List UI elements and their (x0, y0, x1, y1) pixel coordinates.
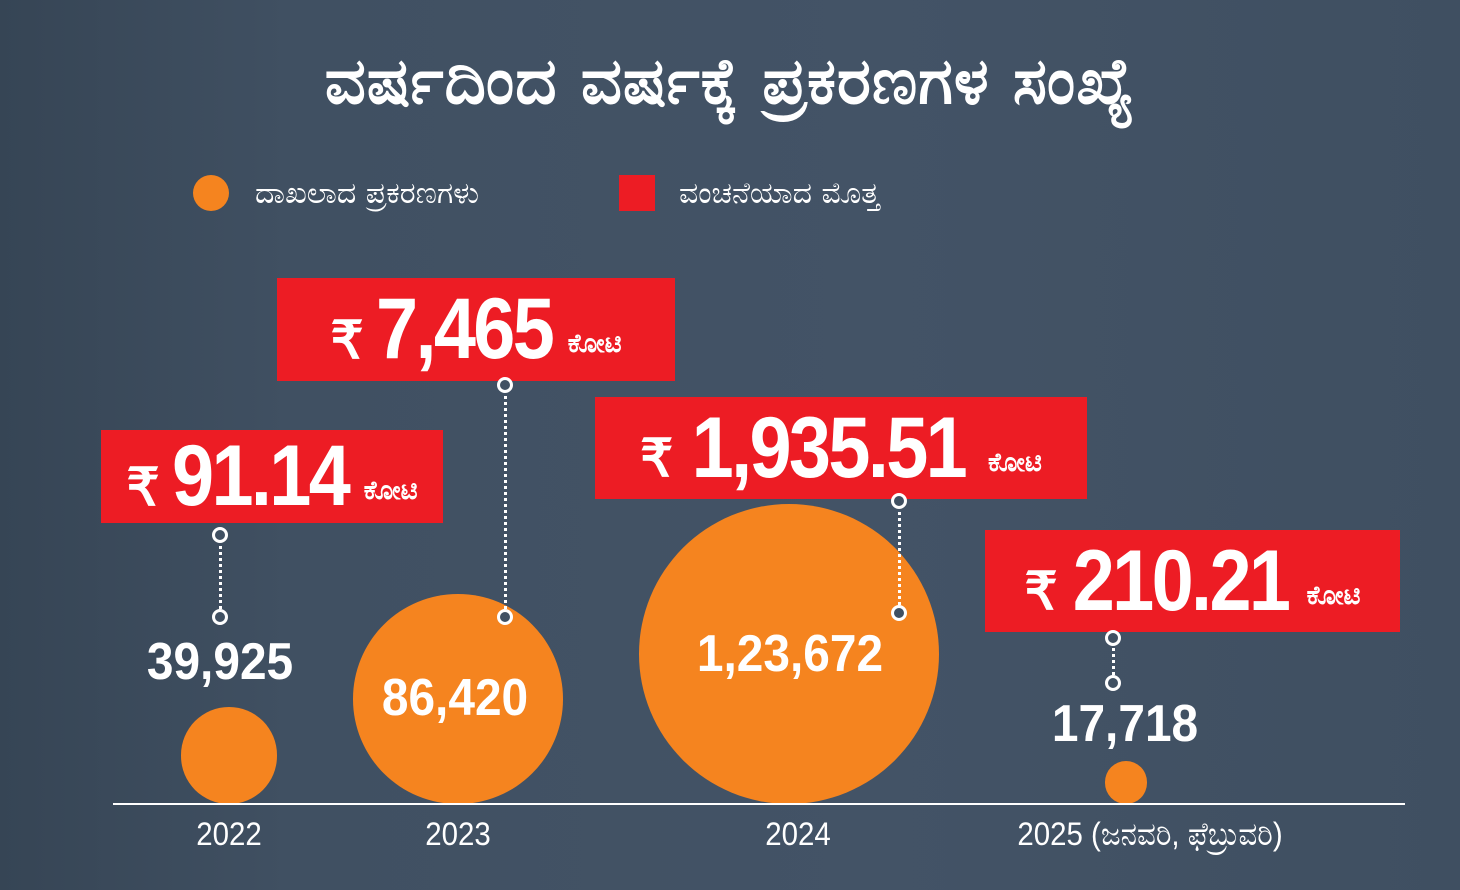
legend-cases: ದಾಖಲಾದ ಪ್ರಕರಣಗಳು (193, 175, 479, 211)
connector-end-dot (497, 609, 513, 625)
x-tick-label: 2024 (765, 816, 831, 852)
amount-box: ₹210.21 ಕೋಟಿ (985, 530, 1400, 632)
amount-box: ₹7,465 ಕೋಟಿ (277, 278, 675, 381)
rupee-symbol: ₹ (330, 311, 364, 370)
bubble (1104, 761, 1148, 804)
amount-unit: ಕೋಟಿ (1306, 580, 1361, 611)
rupee-symbol: ₹ (1024, 563, 1058, 621)
bubble (639, 504, 939, 804)
legend-amount: ವಂಚನೆಯಾದ ಮೊತ್ತ (619, 175, 880, 211)
connector-start-dot (497, 377, 513, 393)
bubble (353, 594, 563, 804)
amount-unit: ಕೋಟಿ (988, 447, 1042, 478)
amount-box: ₹91.14 ಕೋಟಿ (101, 428, 443, 524)
case-count-label: 17,718 (1051, 695, 1199, 753)
amount-box: ₹1,935.51 ಕೋಟಿ (595, 397, 1087, 499)
connector-end-dot (212, 609, 228, 625)
rupee-symbol: ₹ (640, 430, 674, 488)
connector-end-dot (1105, 675, 1121, 691)
chart-title: ವರ್ಷದಿಂದ ವರ್ಷಕ್ಕೆ ಪ್ರಕರಣಗಳ ಸಂಖ್ಯೆ (324, 45, 1136, 119)
amount-value: 91.14 (171, 428, 351, 524)
case-count-label: 86,420 (381, 669, 529, 727)
x-tick-label: 2023 (425, 816, 491, 852)
amount-value: 210.21 (1072, 532, 1290, 629)
connector-line (219, 539, 222, 609)
connector-start-dot (1105, 630, 1121, 646)
connector-start-dot (212, 527, 228, 543)
bubble (180, 707, 278, 804)
x-tick-label: 2025 (ಜನವರಿ, ಫೆಬ್ರುವರಿ) (1017, 816, 1283, 852)
amount-unit: ಕೋಟಿ (567, 329, 622, 359)
amount-value: 7,465 (375, 281, 555, 377)
legend-amount-label: ವಂಚನೆಯಾದ ಮೊತ್ತ (679, 175, 880, 211)
legend-cases-label: ದಾಖಲಾದ ಪ್ರಕರಣಗಳು (255, 175, 480, 211)
connector-start-dot (891, 493, 907, 509)
amount-value: 1,935.51 (691, 399, 968, 496)
connector-line (504, 389, 507, 609)
connector-line (1112, 642, 1115, 675)
connector-line (898, 505, 901, 605)
case-count-label: 39,925 (146, 633, 294, 691)
legend-square-icon (619, 175, 655, 211)
baseline-axis (113, 803, 1405, 805)
x-tick-label: 2022 (196, 816, 262, 852)
connector-end-dot (891, 605, 907, 621)
amount-unit: ಕೋಟಿ (363, 476, 418, 506)
legend-circle-icon (193, 175, 229, 211)
rupee-symbol: ₹ (126, 458, 160, 517)
case-count-label: 1,23,672 (696, 625, 884, 683)
